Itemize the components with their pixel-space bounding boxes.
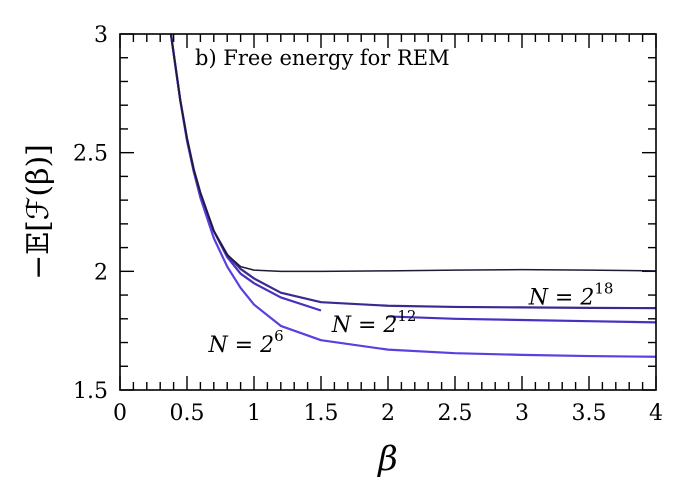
plot-frame bbox=[119, 33, 657, 391]
x-tick-label: 3.5 bbox=[572, 401, 607, 426]
x-tick-label: 0.5 bbox=[170, 401, 205, 426]
y-tick-label: 2 bbox=[94, 260, 108, 285]
series-line bbox=[170, 34, 656, 273]
series-annotation: N = 212 bbox=[331, 307, 417, 338]
series-annotation: N = 26 bbox=[207, 327, 283, 358]
x-tick-label: 1 bbox=[247, 401, 261, 426]
series-line bbox=[387, 315, 656, 324]
x-tick-label: 2 bbox=[381, 401, 395, 426]
chart-title: b) Free energy for REM bbox=[195, 46, 450, 70]
y-tick-labels: 1.5 2 2.5 3 bbox=[73, 23, 108, 404]
series-annotation: N = 218 bbox=[528, 280, 614, 311]
series-group bbox=[169, 34, 656, 358]
x-tick-label: 2.5 bbox=[438, 401, 473, 426]
x-tick-label: 4 bbox=[649, 401, 663, 426]
x-tick-label: 1.5 bbox=[304, 401, 339, 426]
y-axis-label: −𝔼[ℱ(β)] bbox=[21, 144, 56, 280]
series-annotations: N = 26 N = 212 N = 218 bbox=[207, 280, 613, 358]
y-tick-label: 1.5 bbox=[73, 379, 108, 404]
x-tick-label: 3 bbox=[515, 401, 529, 426]
y-tick-label: 3 bbox=[94, 23, 108, 48]
x-tick-label: 0 bbox=[113, 401, 127, 426]
x-tick-labels: 0 0.5 1 1.5 2 2.5 3 3.5 4 bbox=[113, 401, 663, 426]
x-axis-label: β bbox=[376, 439, 398, 479]
y-tick-label: 2.5 bbox=[73, 142, 108, 167]
